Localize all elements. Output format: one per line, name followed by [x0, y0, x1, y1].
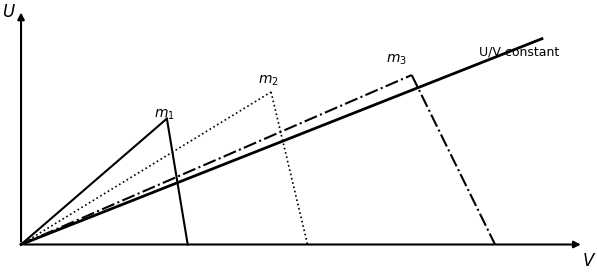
Text: U: U [2, 3, 14, 21]
Text: $m_3$: $m_3$ [386, 52, 407, 67]
Text: V: V [583, 252, 595, 270]
Text: $m_2$: $m_2$ [258, 74, 279, 88]
Text: $m_1$: $m_1$ [154, 108, 175, 122]
Text: U/V constant: U/V constant [479, 45, 559, 58]
